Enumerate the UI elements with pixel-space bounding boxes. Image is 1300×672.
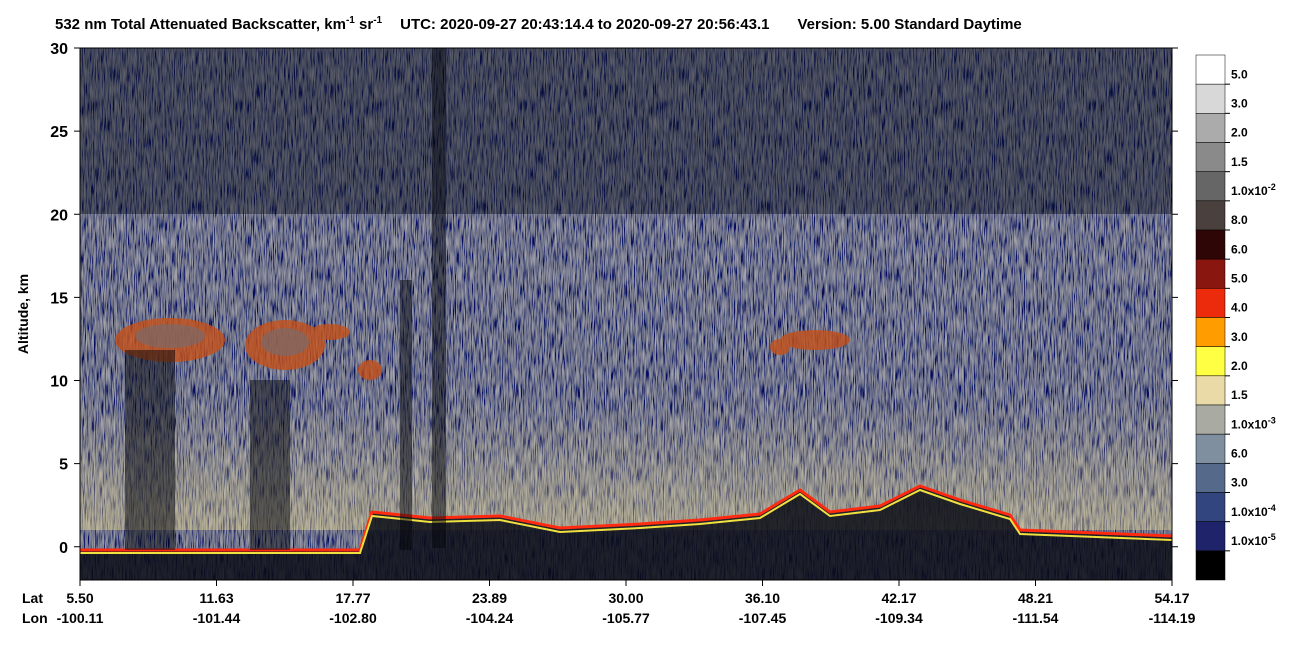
colorbar-swatch <box>1195 142 1226 172</box>
colorbar-label: 2.0 <box>1231 359 1248 373</box>
lon-tick-label: -107.45 <box>739 610 787 626</box>
colorbar-swatch <box>1195 375 1226 406</box>
y-axis-label: Altitude, km <box>15 274 31 354</box>
colorbar-swatch <box>1195 492 1226 522</box>
colorbar-label: 1.0x10-5 <box>1231 532 1276 548</box>
y-tick-label: 25 <box>50 124 68 141</box>
colorbar-label: 3.0 <box>1231 97 1248 111</box>
colorbar-label-text: 1.0x10 <box>1231 184 1268 198</box>
lat-tick-label: 17.77 <box>335 590 370 606</box>
colorbar-label-sup: -2 <box>1268 182 1276 192</box>
colorbar-label: 1.0x10-2 <box>1231 182 1276 198</box>
lat-label: Lat <box>22 590 43 606</box>
lon-label: Lon <box>22 610 48 626</box>
lon-tick-label: -111.54 <box>1013 610 1059 626</box>
colorbar-swatch <box>1195 521 1226 552</box>
lon-tick-label: -105.77 <box>602 610 650 626</box>
colorbar-swatch <box>1195 113 1226 143</box>
colorbar-label: 1.0x10-3 <box>1231 415 1276 431</box>
colorbar-label: 6.0 <box>1231 447 1248 461</box>
backscatter-image <box>80 48 1173 580</box>
colorbar-label-text: 1.5 <box>1231 388 1248 402</box>
colorbar-swatch <box>1195 463 1226 493</box>
colorbar-label-text: 2.0 <box>1231 359 1248 373</box>
colorbar-swatch <box>1195 54 1226 85</box>
lon-tick-label: -100.11 <box>57 610 104 626</box>
colorbar-label: 5.0 <box>1231 272 1248 286</box>
colorbar-label: 2.0 <box>1231 126 1248 140</box>
lon-tick-label: -101.44 <box>193 610 241 626</box>
lon-tick-label: -104.24 <box>466 610 514 626</box>
colorbar-swatch <box>1195 229 1226 260</box>
colorbar-swatch <box>1195 258 1226 289</box>
colorbar-label: 4.0 <box>1231 301 1248 315</box>
colorbar-label: 6.0 <box>1231 242 1248 256</box>
lat-tick-label: 54.17 <box>1154 590 1189 606</box>
lat-tick-label: 48.21 <box>1018 590 1053 606</box>
colorbar-swatch <box>1195 346 1226 377</box>
colorbar-label-sup: -3 <box>1268 415 1276 425</box>
y-tick-label: 10 <box>50 374 68 391</box>
chart-title: 532 nm Total Attenuated Backscatter, km-… <box>55 15 1022 33</box>
colorbar-label: 8.0 <box>1231 213 1248 227</box>
colorbar-swatch <box>1195 550 1226 581</box>
lat-tick-label: 42.17 <box>881 590 916 606</box>
colorbar-label: 1.5 <box>1231 388 1248 402</box>
colorbar-swatch <box>1195 404 1226 435</box>
colorbar-label-text: 2.0 <box>1231 126 1248 140</box>
colorbar-label-text: 6.0 <box>1231 447 1248 461</box>
lat-tick-label: 11.63 <box>199 590 233 606</box>
colorbar-label-text: 6.0 <box>1231 242 1248 256</box>
colorbar-label-text: 1.0x10 <box>1231 534 1268 548</box>
colorbar-label-text: 3.0 <box>1231 97 1248 111</box>
colorbar-label: 5.0 <box>1231 67 1248 81</box>
lat-tick-label: 36.10 <box>745 590 780 606</box>
colorbar-label-text: 5.0 <box>1231 67 1248 81</box>
y-tick-label: 30 <box>50 41 68 58</box>
colorbar-label-text: 8.0 <box>1231 213 1248 227</box>
colorbar-label-text: 5.0 <box>1231 272 1248 286</box>
colorbar-swatch <box>1195 433 1226 464</box>
colorbar-label-sup: -4 <box>1268 503 1276 513</box>
colorbar-label-text: 3.0 <box>1231 476 1248 490</box>
colorbar-label-sup: -5 <box>1268 532 1276 542</box>
colorbar-label: 1.5 <box>1231 155 1248 169</box>
colorbar-label-text: 1.0x10 <box>1231 505 1268 519</box>
colorbar-label: 1.0x10-4 <box>1231 503 1276 519</box>
lon-tick-label: -102.80 <box>329 610 377 626</box>
colorbar-swatch <box>1195 83 1226 114</box>
colorbar-label-text: 3.0 <box>1231 330 1248 344</box>
y-tick-label: 5 <box>59 457 68 474</box>
colorbar-label-text: 4.0 <box>1231 301 1248 315</box>
colorbar-label-text: 1.5 <box>1231 155 1248 169</box>
colorbar-label: 3.0 <box>1231 330 1248 344</box>
y-tick-label: 0 <box>59 540 68 557</box>
colorbar-swatch <box>1195 200 1226 231</box>
y-tick-label: 20 <box>50 207 68 224</box>
colorbar-label: 3.0 <box>1231 476 1248 490</box>
lat-tick-label: 23.89 <box>472 590 507 606</box>
colorbar-label-text: 1.0x10 <box>1231 417 1268 431</box>
colorbar-swatch <box>1195 171 1226 202</box>
colorbar-swatch <box>1195 317 1226 347</box>
y-tick-label: 15 <box>50 290 68 307</box>
lat-tick-label: 30.00 <box>608 590 643 606</box>
lon-tick-label: -109.34 <box>875 610 923 626</box>
lat-tick-label: 5.50 <box>66 590 93 606</box>
lon-tick-label: -114.19 <box>1149 610 1196 626</box>
colorbar-swatch <box>1195 288 1226 318</box>
